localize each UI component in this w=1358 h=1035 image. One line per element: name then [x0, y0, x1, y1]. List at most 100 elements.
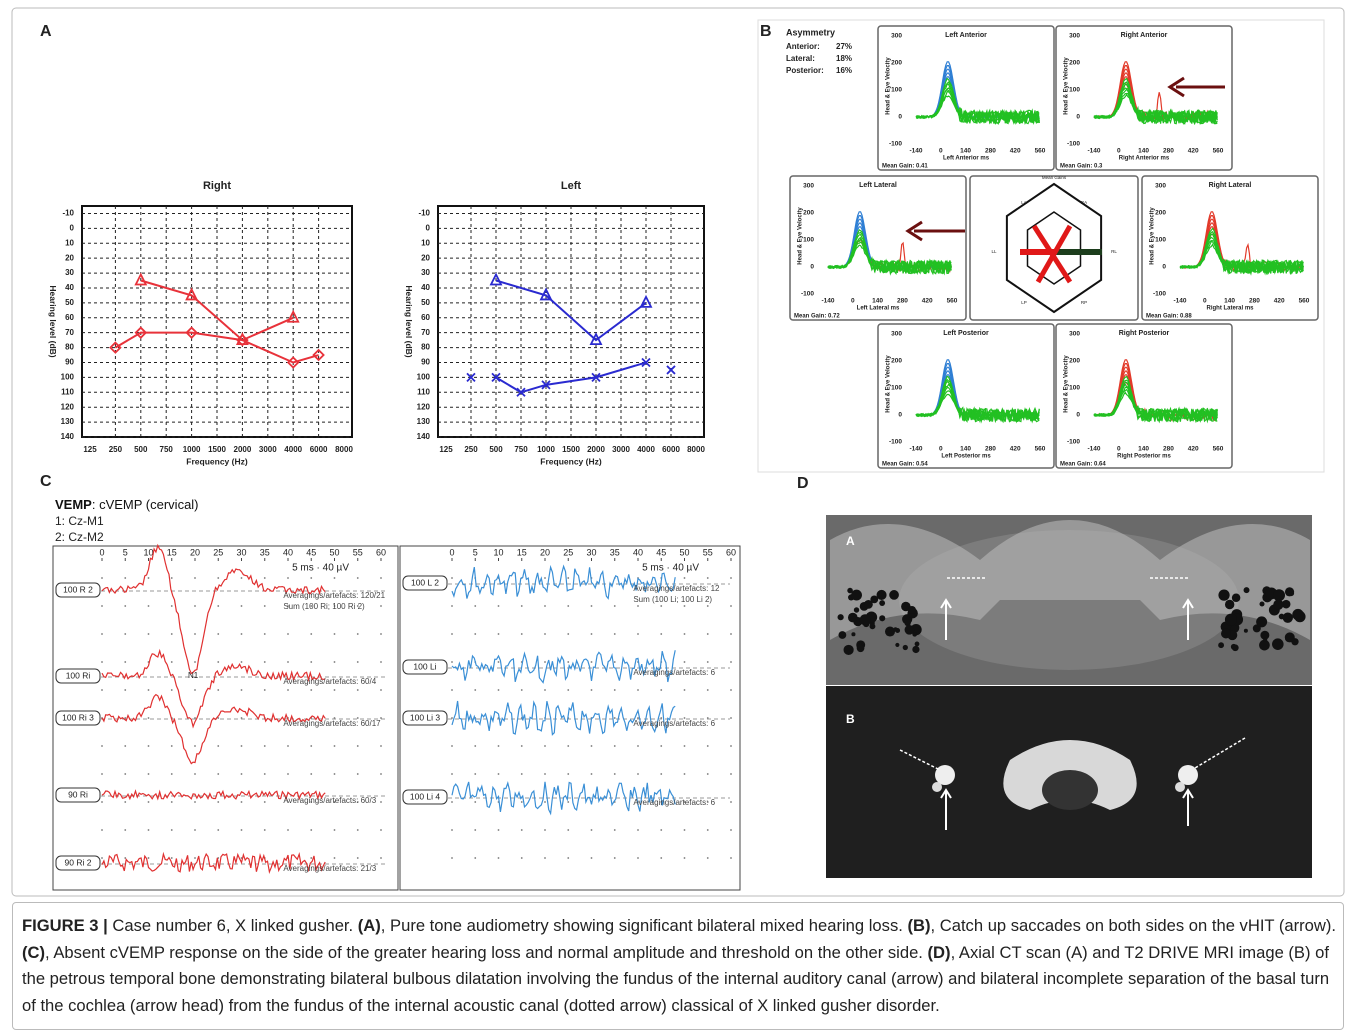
grid-dot: [194, 605, 196, 607]
trace-label-box: [55, 668, 101, 684]
grid-dot: [520, 829, 523, 831]
series-line: [140, 279, 294, 342]
x-tick-label: 20: [540, 547, 550, 557]
x-tick-label: 35: [260, 547, 270, 557]
y-tick-label: 10: [65, 238, 74, 247]
y-axis-label: Head & Eye Velocity: [1064, 57, 1070, 115]
grid-dot: [613, 717, 616, 719]
grid-dot: [333, 857, 336, 859]
grid-dot: [567, 577, 570, 579]
grid-dot: [451, 717, 453, 719]
grid-dot: [287, 577, 289, 579]
trace-note: Averagings/artefacts: 120/21: [283, 591, 385, 600]
waveform: [101, 648, 326, 729]
grid-dot: [170, 773, 173, 775]
y-tick-label: 50: [421, 298, 430, 307]
x-axis-label: Left Lateral ms: [857, 306, 900, 312]
grid-dot: [217, 605, 220, 607]
mastoid-cell: [1260, 630, 1270, 640]
mastoid-cell: [1259, 601, 1265, 607]
grid-dot: [194, 745, 196, 747]
grid-dot: [287, 773, 289, 775]
trace-label: 100 Li 4: [410, 791, 441, 801]
asymmetry-title: Asymmetry: [786, 27, 835, 37]
grid-dot: [124, 689, 127, 691]
x-axis-label: Right Anterior ms: [1119, 156, 1170, 162]
mean-gain: Mean Gain: 0.72: [794, 314, 840, 320]
y-tick-label: 200: [1069, 60, 1080, 67]
grid-dot: [497, 773, 500, 775]
x-tick-label: 0: [1203, 298, 1207, 305]
grid-dot: [124, 605, 127, 607]
grid-dot: [613, 857, 616, 859]
x-tick-label: 420: [1274, 298, 1285, 305]
grid-dot: [567, 661, 570, 663]
y-tick-label: 50: [65, 298, 74, 307]
grid-dot: [356, 745, 359, 747]
grid-dot: [474, 689, 477, 691]
grid-dot: [520, 801, 523, 803]
x-tick-label: 45: [656, 547, 666, 557]
grid-dot: [380, 773, 382, 775]
grid-dot: [730, 857, 732, 859]
x-tick-label: 1500: [562, 445, 580, 454]
grid-dot: [637, 745, 639, 747]
y-tick-label: 0: [426, 223, 431, 232]
y-tick-label: 200: [891, 358, 902, 365]
mri-center: [1042, 770, 1098, 810]
x-tick-label: 2000: [587, 445, 605, 454]
asymmetry-value: 27%: [836, 42, 852, 51]
y-tick-label: 20: [65, 253, 74, 262]
trace: [1179, 227, 1304, 276]
mastoid-cell: [869, 623, 876, 630]
y-tick-label: 100: [803, 237, 814, 244]
grid-dot: [544, 745, 546, 747]
marker: [491, 372, 501, 383]
x-tick-label: 0: [99, 547, 104, 557]
y-tick-label: 100: [891, 385, 902, 392]
mastoid-cell: [1256, 616, 1268, 628]
grid-dot: [474, 773, 477, 775]
x-tick-label: 15: [167, 547, 177, 557]
marker: [134, 326, 148, 339]
trace-note: Sum (100 Ri; 100 Ri 2): [283, 602, 365, 611]
grid-dot: [474, 633, 477, 635]
x-tick-label: 140: [1138, 446, 1149, 453]
waveform: [101, 543, 326, 675]
grid-dot: [660, 829, 663, 831]
y-tick-label: 110: [417, 387, 430, 396]
grid-dot: [380, 857, 382, 859]
mastoid-cell: [837, 614, 844, 621]
grid-dot: [637, 717, 639, 719]
y-tick-label: -100: [1067, 141, 1080, 148]
x-tick-label: 500: [134, 445, 148, 454]
grid-dot: [730, 661, 732, 663]
grid-dot: [287, 801, 289, 803]
vhit-title: Right Anterior: [1121, 32, 1168, 39]
grid-dot: [240, 717, 243, 719]
grid-dot: [287, 745, 289, 747]
mastoid-cell: [895, 642, 900, 647]
x-tick-label: 560: [947, 298, 958, 305]
grid-dot: [263, 605, 266, 607]
grid-dot: [660, 857, 663, 859]
mastoid-cell: [843, 644, 854, 656]
x-tick-label: 140: [960, 446, 971, 453]
grid-dot: [590, 633, 593, 635]
grid-dot: [544, 689, 546, 691]
x-tick-label: -140: [1173, 298, 1186, 305]
grid-dot: [356, 633, 359, 635]
grid-dot: [590, 745, 593, 747]
grid-dot: [217, 577, 220, 579]
x-tick-label: 560: [1213, 148, 1224, 155]
mastoid-cell: [1292, 608, 1304, 621]
grid-dot: [170, 801, 173, 803]
hexagon-label: RP: [1081, 300, 1087, 305]
grid-dot: [730, 633, 732, 635]
scale-label: 5 ms · 40 µV: [292, 563, 349, 574]
mastoid-cell: [912, 632, 917, 637]
waveform: [101, 789, 326, 801]
mri-blob: [1178, 765, 1198, 785]
grid-dot: [567, 633, 570, 635]
vhit-panel: [877, 25, 1055, 171]
